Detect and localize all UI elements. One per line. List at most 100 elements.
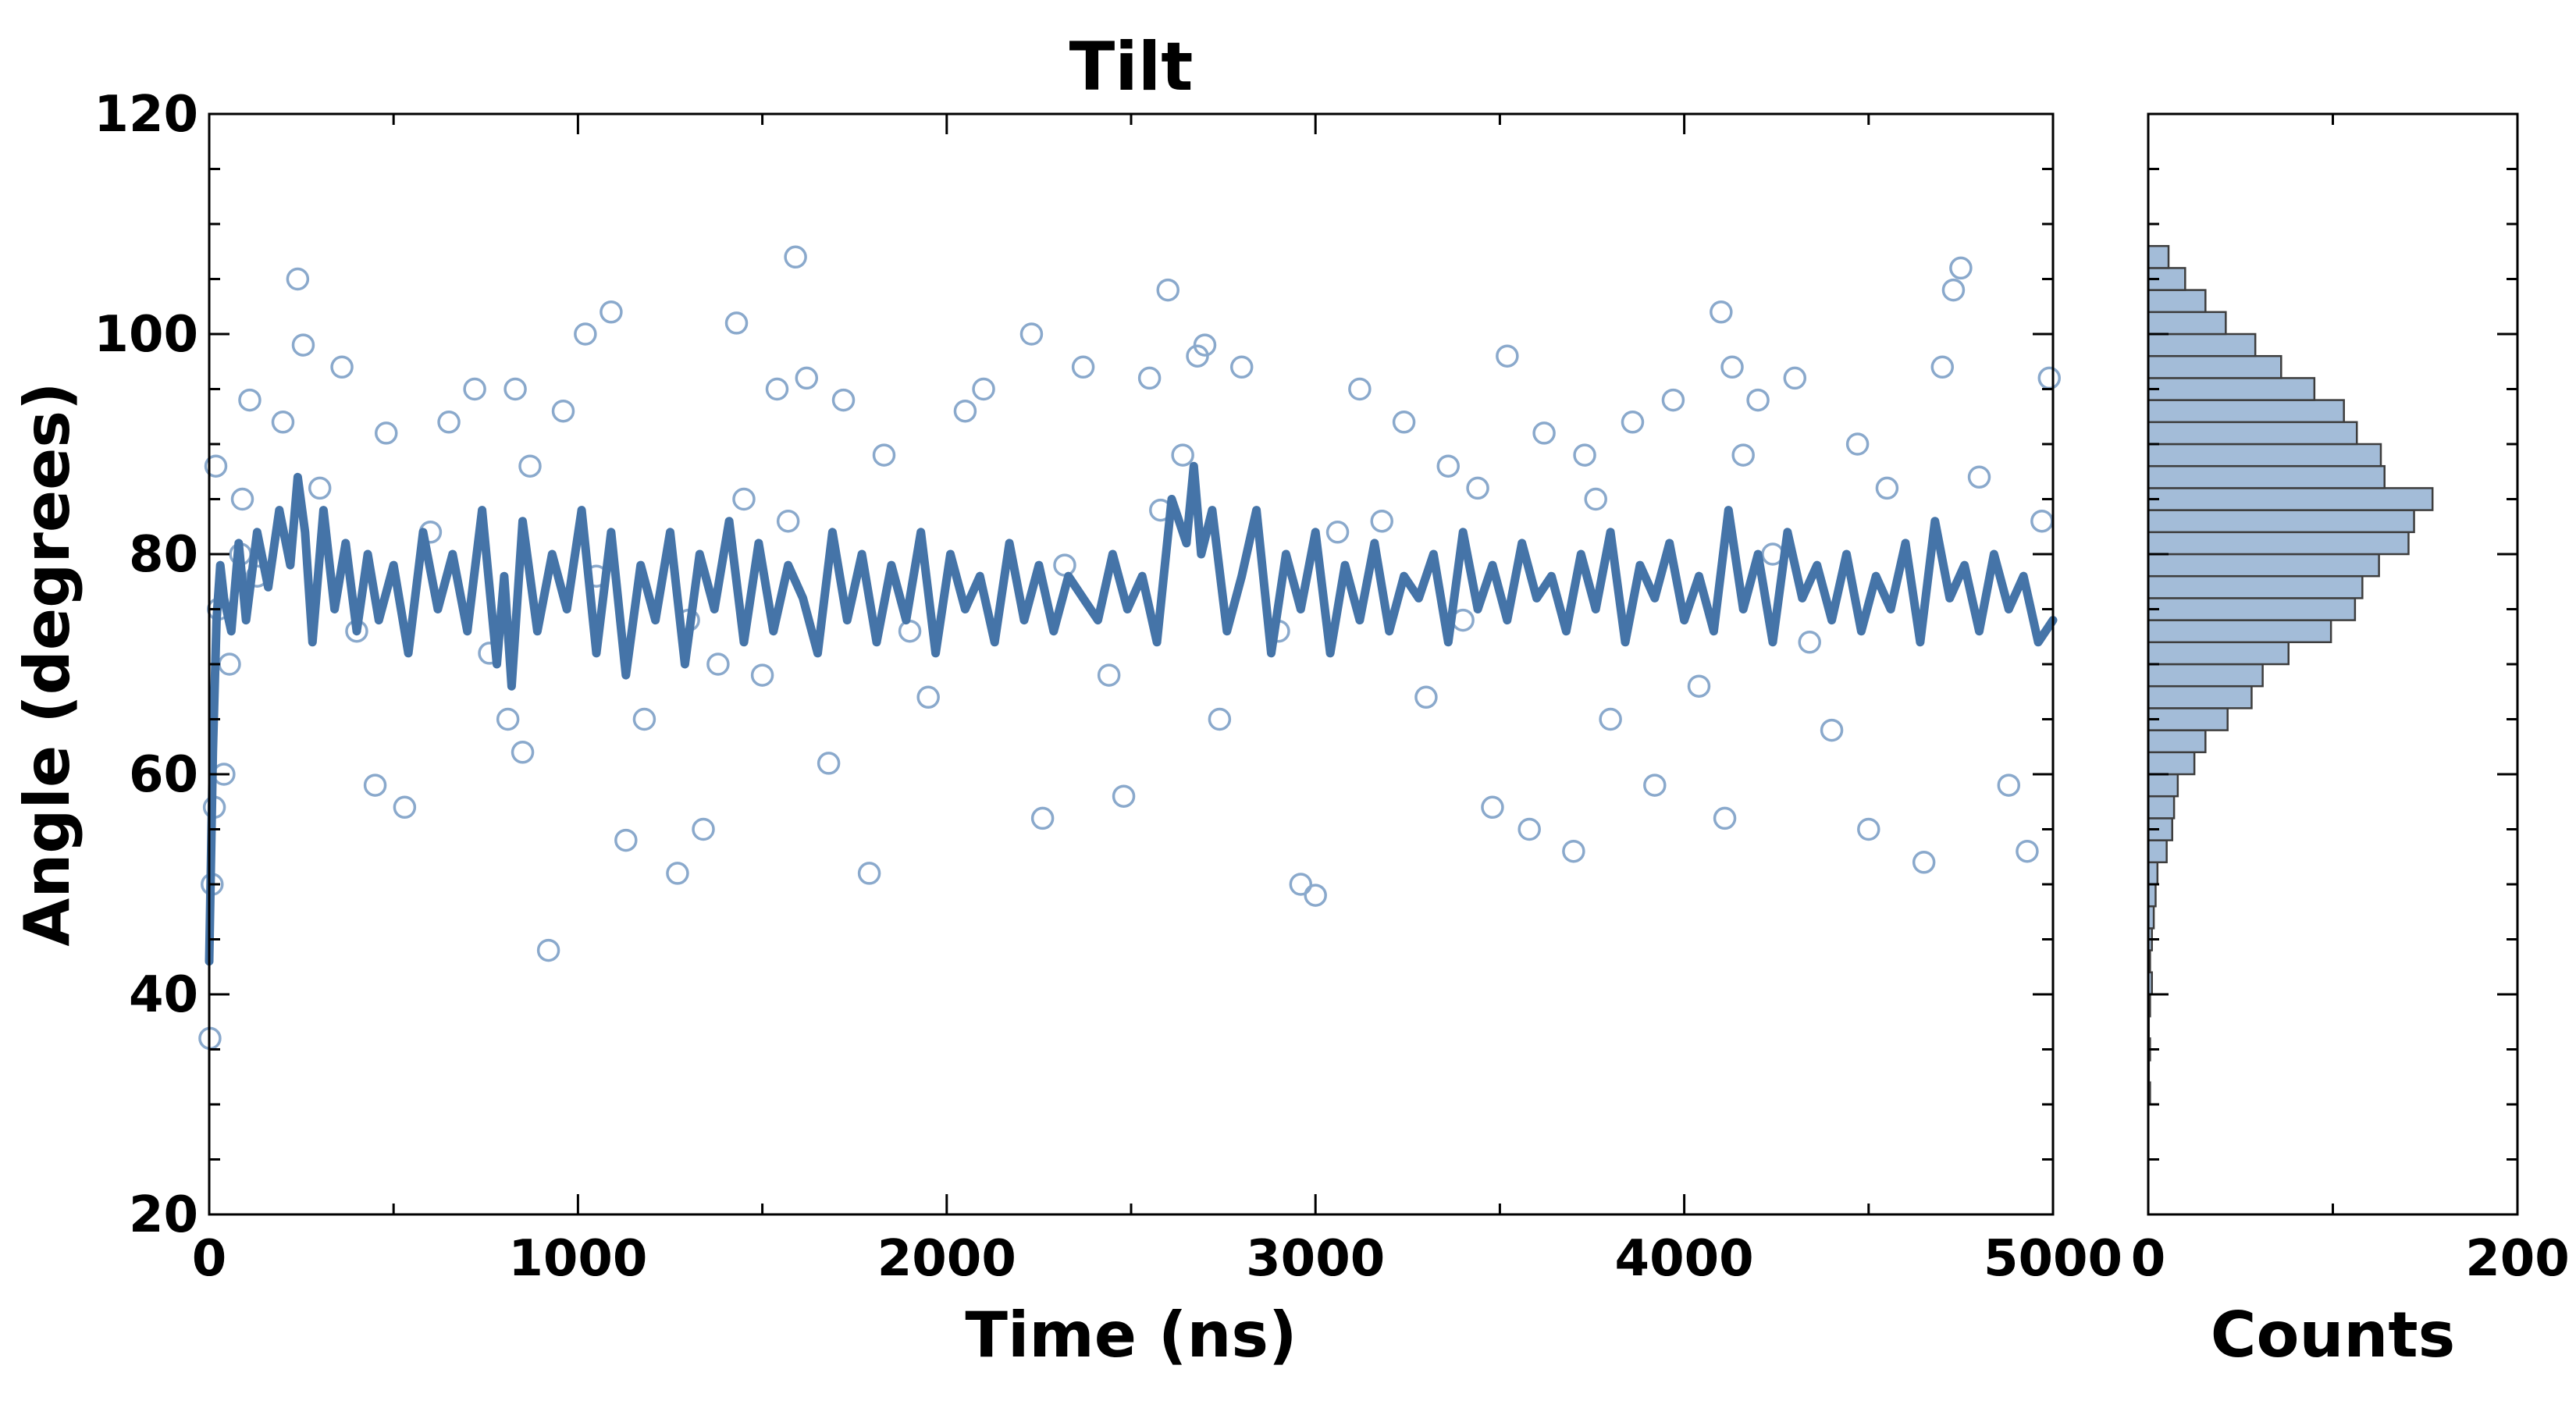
scatter-point: [1348, 377, 1372, 401]
scatter-point: [291, 333, 315, 357]
scatter-point: [1573, 443, 1596, 467]
scatter-point: [1710, 300, 1733, 324]
scatter-point: [1171, 443, 1194, 467]
y-tick-label: 100: [94, 306, 198, 364]
scatter-point: [375, 421, 398, 445]
x-tick-label: 1000: [508, 1230, 647, 1288]
scatter-point: [551, 399, 575, 423]
histogram-bar: [2147, 839, 2168, 864]
scatter-point: [1746, 388, 1770, 412]
scatter-point: [1229, 355, 1254, 379]
y-tick-label: 40: [129, 966, 198, 1024]
scatter-point: [1820, 718, 1844, 742]
scatter-point: [1030, 806, 1055, 830]
scatter-point: [2037, 366, 2062, 390]
scatter-point: [831, 388, 856, 412]
scatter-point: [1713, 806, 1737, 830]
scatter-point: [795, 366, 819, 390]
scatter-point: [1097, 663, 1121, 687]
scatter-point: [1798, 631, 1821, 654]
histogram-bar: [2147, 751, 2196, 776]
scatter-point: [1930, 355, 1955, 379]
y-tick-label: 80: [129, 526, 198, 584]
scatter-point: [1720, 355, 1744, 379]
scatter-point: [1466, 476, 1489, 500]
hist-x-axis-label: Counts: [2211, 1299, 2455, 1371]
scatter-point: [784, 245, 807, 269]
scatter-point: [1481, 795, 1504, 820]
scatter-point: [972, 377, 995, 401]
scatter-point: [218, 652, 241, 676]
x-tick-label: 4000: [1615, 1230, 1754, 1288]
scatter-point: [1661, 388, 1685, 412]
main-plot: 0 1000 2000 3000 4000 5000 20 40 60 80 100 120 Tilt T…: [11, 28, 2122, 1371]
scatter-point: [1019, 322, 1044, 346]
scatter-point: [1325, 521, 1350, 544]
scatter-point: [692, 817, 715, 841]
histogram-bar: [2147, 311, 2227, 336]
scatter-point: [1731, 443, 1755, 467]
scatter-point: [817, 752, 841, 775]
histogram-bar: [2147, 487, 2434, 511]
y-axis-label: Angle (degrees): [11, 382, 84, 946]
x-tick-label: 3000: [1246, 1230, 1385, 1288]
histogram-bar: [2147, 531, 2410, 556]
x-tick-label: 5000: [1984, 1230, 2122, 1288]
scatter-point: [503, 377, 527, 401]
scatter-point: [2030, 509, 2054, 533]
hist-x-tick-label: 200: [2465, 1230, 2570, 1288]
scatter-point: [1941, 278, 1966, 302]
scatter-point: [614, 828, 638, 852]
histogram-bar: [2147, 597, 2357, 621]
x-tick-label: 2000: [877, 1230, 1016, 1288]
y-tick-label: 20: [129, 1186, 198, 1244]
x-tick-label: 0: [192, 1230, 227, 1288]
histogram-bar: [2147, 289, 2207, 314]
scatter-point: [1370, 509, 1393, 533]
scatter-point: [1496, 344, 1519, 368]
scatter-point: [437, 411, 461, 434]
y-tick-label: 120: [94, 86, 198, 144]
scatter-point: [750, 663, 774, 687]
scatter-point: [765, 377, 789, 401]
scatter-point: [666, 862, 689, 885]
scatter-point: [1137, 366, 1162, 390]
scatter-point: [1193, 333, 1217, 357]
scatter-point: [724, 311, 749, 335]
scatter-point: [1053, 553, 1076, 577]
scatter-point: [916, 685, 940, 709]
histogram-bar: [2147, 332, 2257, 357]
scatter-point: [1967, 465, 1991, 489]
histogram-bar: [2147, 399, 2345, 424]
scatter-point: [1532, 421, 1556, 445]
scatter-point: [1912, 851, 1936, 874]
scatter-point: [600, 300, 623, 324]
scatter-point: [1071, 355, 1095, 379]
scatter-point: [632, 707, 656, 731]
scatter-point: [496, 707, 520, 731]
histogram-bar: [2147, 707, 2229, 731]
x-axis-label: Time (ns): [965, 1299, 1297, 1371]
scatter-point: [511, 741, 535, 764]
scatter-point: [732, 487, 756, 511]
histogram-bar: [2147, 421, 2358, 446]
scatter-point: [574, 322, 597, 346]
scatter-point: [363, 773, 387, 797]
histogram-bar: [2147, 729, 2207, 754]
scatter-point: [1997, 773, 2021, 797]
scatter-point: [1949, 256, 1973, 280]
scatter-point: [271, 411, 295, 434]
chart-title: Tilt: [1069, 28, 1194, 106]
scatter-point: [1687, 674, 1711, 698]
scatter-point: [238, 388, 262, 412]
scatter-point: [230, 487, 254, 511]
scatter-point: [1289, 873, 1313, 896]
scatter-point: [953, 399, 977, 423]
scatter-point: [1112, 784, 1136, 808]
histogram-bar: [2147, 574, 2364, 599]
scatter-point: [857, 862, 881, 885]
scatter-point: [1562, 839, 1585, 863]
histogram-bar: [2147, 244, 2170, 269]
